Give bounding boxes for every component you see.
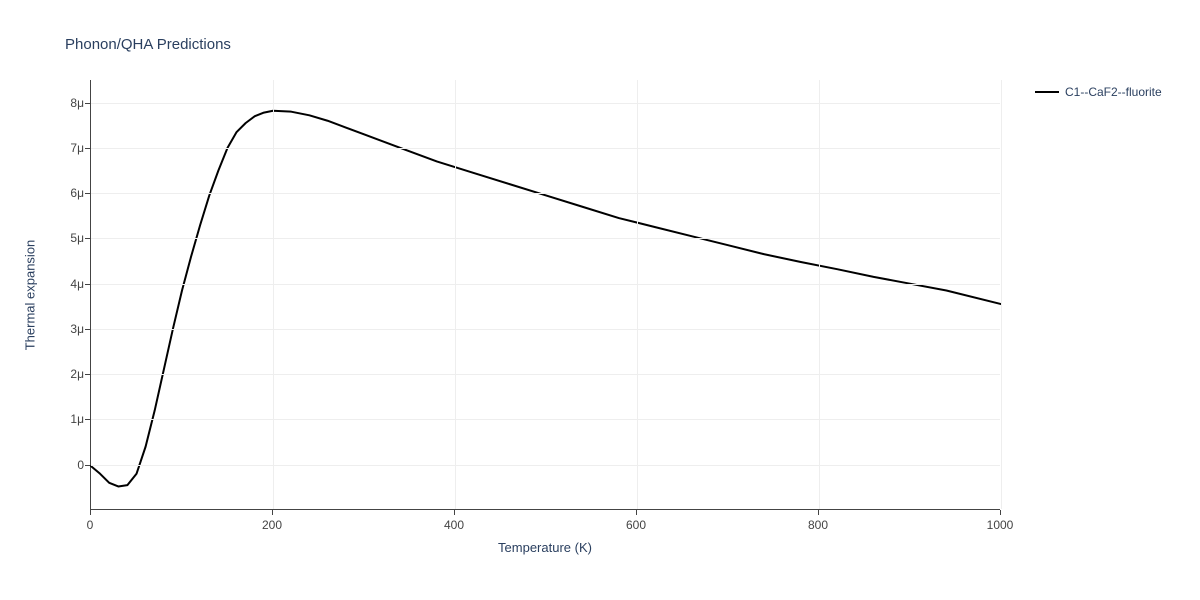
legend-label: C1--CaF2--fluorite: [1065, 85, 1162, 99]
gridline-v: [1001, 80, 1002, 509]
y-tick-mark: [85, 238, 90, 239]
x-tick-label: 200: [262, 518, 282, 532]
gridline-h: [91, 238, 1000, 239]
y-tick-mark: [85, 193, 90, 194]
y-tick-mark: [85, 148, 90, 149]
y-tick-label: 4μ: [62, 277, 84, 291]
x-tick-mark: [818, 510, 819, 515]
x-tick-mark: [1000, 510, 1001, 515]
y-tick-mark: [85, 284, 90, 285]
y-tick-mark: [85, 374, 90, 375]
gridline-h: [91, 374, 1000, 375]
gridline-v: [273, 80, 274, 509]
y-tick-label: 7μ: [62, 141, 84, 155]
chart-title: Phonon/QHA Predictions: [65, 36, 231, 53]
y-tick-label: 1μ: [62, 412, 84, 426]
y-tick-mark: [85, 103, 90, 104]
chart-container: Phonon/QHA Predictions Temperature (K) T…: [0, 0, 1200, 600]
gridline-h: [91, 193, 1000, 194]
gridline-h: [91, 103, 1000, 104]
y-tick-label: 6μ: [62, 186, 84, 200]
y-tick-mark: [85, 419, 90, 420]
line-series: [91, 80, 1001, 510]
gridline-v: [637, 80, 638, 509]
y-tick-label: 0: [62, 458, 84, 472]
y-tick-mark: [85, 329, 90, 330]
y-tick-label: 2μ: [62, 367, 84, 381]
legend-swatch: [1035, 91, 1059, 93]
x-tick-label: 600: [626, 518, 646, 532]
gridline-h: [91, 284, 1000, 285]
y-axis-label: Thermal expansion: [23, 240, 38, 351]
x-tick-label: 0: [87, 518, 94, 532]
x-tick-mark: [272, 510, 273, 515]
series-line: [91, 111, 1001, 487]
y-tick-mark: [85, 465, 90, 466]
x-tick-mark: [454, 510, 455, 515]
x-axis-label: Temperature (K): [498, 540, 592, 555]
x-tick-label: 1000: [987, 518, 1014, 532]
y-tick-label: 8μ: [62, 96, 84, 110]
x-tick-label: 400: [444, 518, 464, 532]
legend: C1--CaF2--fluorite: [1035, 85, 1162, 99]
gridline-v: [819, 80, 820, 509]
x-tick-label: 800: [808, 518, 828, 532]
x-tick-mark: [636, 510, 637, 515]
gridline-h: [91, 419, 1000, 420]
x-tick-mark: [90, 510, 91, 515]
y-tick-label: 3μ: [62, 322, 84, 336]
gridline-h: [91, 148, 1000, 149]
gridline-h: [91, 329, 1000, 330]
gridline-h: [91, 465, 1000, 466]
plot-area: [90, 80, 1000, 510]
y-tick-label: 5μ: [62, 231, 84, 245]
gridline-v: [455, 80, 456, 509]
